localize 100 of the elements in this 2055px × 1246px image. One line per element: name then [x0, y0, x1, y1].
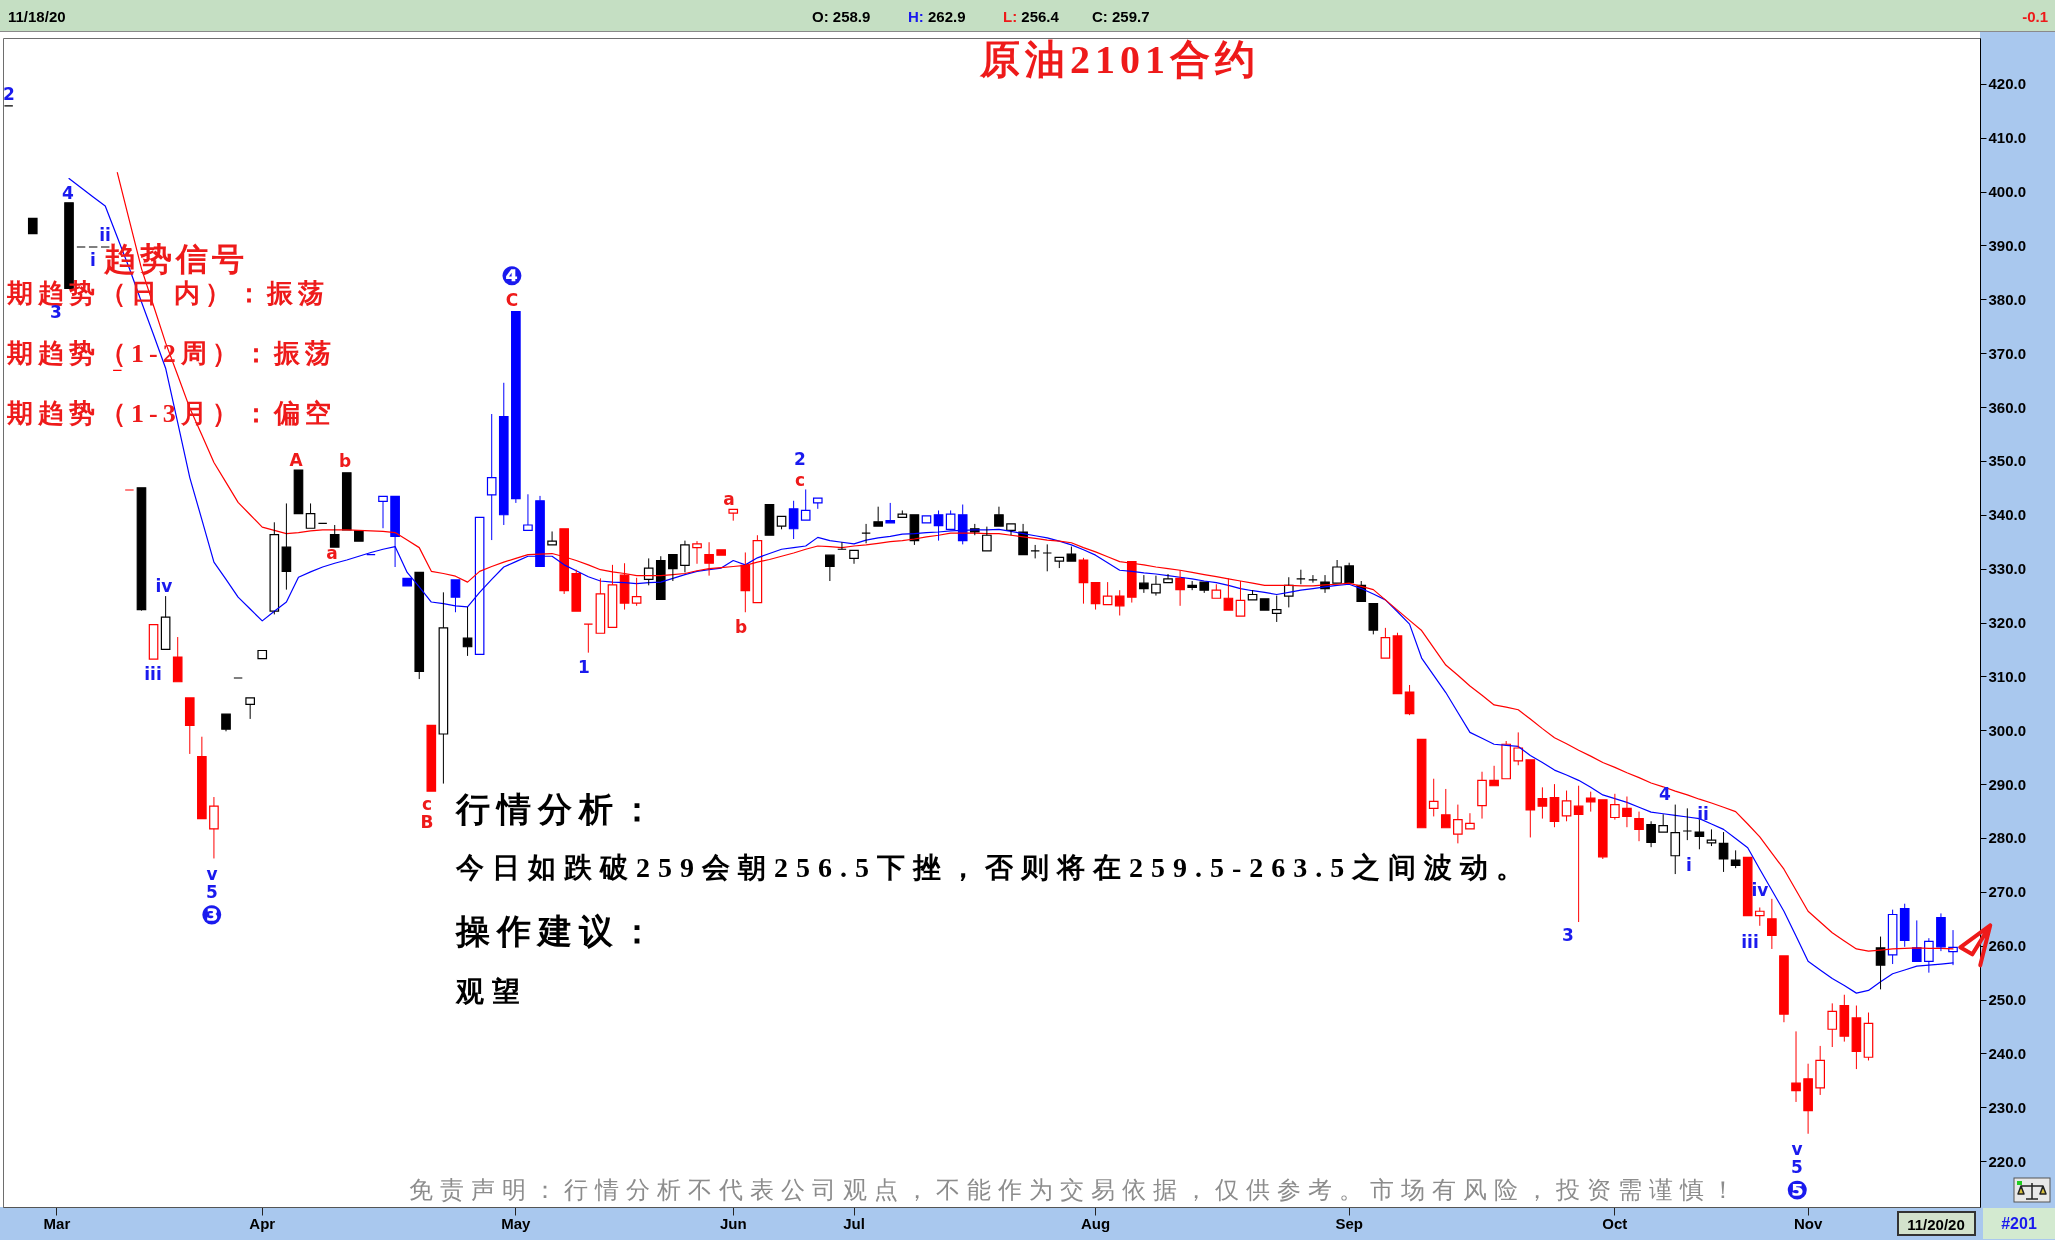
y-tick-label: 300.0 — [1988, 721, 2027, 739]
y-tick-label: 220.0 — [1988, 1152, 2027, 1170]
candlestick — [1332, 559, 1342, 584]
candlestick — [1223, 577, 1234, 611]
candlestick — [257, 649, 268, 660]
y-tick-label: 350.0 — [1988, 452, 2027, 470]
candlestick — [1694, 819, 1705, 850]
candlestick — [511, 311, 521, 504]
annotation: ii — [99, 224, 111, 245]
y-tick-label: 240.0 — [1988, 1044, 2027, 1062]
annotation: 操作建议： — [456, 913, 661, 950]
candlestick — [172, 636, 183, 683]
y-tick-label: 360.0 — [1988, 398, 2027, 416]
candlestick — [1006, 523, 1016, 536]
annotation: a — [326, 542, 338, 563]
candlestick — [1247, 589, 1258, 601]
annotation: ❸ — [200, 900, 224, 930]
candlestick — [1090, 582, 1101, 611]
candlestick — [1453, 804, 1463, 844]
candlestick — [1440, 788, 1451, 829]
annotation: v — [1791, 1138, 1803, 1159]
candlestick — [1767, 898, 1777, 950]
candlestick — [849, 549, 859, 565]
y-tick-label: 400.0 — [1988, 183, 2027, 201]
candlestick — [160, 595, 171, 651]
candlestick — [825, 554, 835, 582]
annotation: iv — [1751, 879, 1769, 900]
candlestick — [921, 515, 932, 524]
annotation: 2 — [794, 448, 806, 469]
x-tick-label: Mar — [43, 1214, 71, 1232]
x-tick-label: May — [501, 1214, 532, 1232]
candlestick — [1911, 919, 1922, 962]
candlestick — [498, 382, 509, 526]
candlestick — [1126, 561, 1137, 604]
candlestick — [1392, 632, 1403, 695]
y-tick-label: 410.0 — [1988, 129, 2027, 147]
candlestick — [1211, 583, 1222, 599]
candlestick — [148, 624, 159, 660]
candlestick — [547, 530, 557, 546]
candlestick — [885, 502, 896, 524]
x-tick-label: Aug — [1080, 1214, 1111, 1232]
candlestick — [390, 495, 400, 568]
x-tick-label: Oct — [1602, 1214, 1628, 1232]
annotation: 5 — [206, 881, 218, 902]
annotation: B — [420, 811, 434, 832]
candlestick — [1706, 828, 1717, 847]
candlestick — [378, 495, 388, 529]
annotation: 5 — [1791, 1156, 1803, 1177]
candlestick — [1102, 581, 1113, 606]
annotation: 观望 — [456, 976, 528, 1007]
annotation: 行情分析： — [456, 791, 661, 828]
annotation: iii — [144, 663, 162, 684]
candlestick — [1658, 813, 1668, 833]
y-tick-label: 260.0 — [1988, 937, 2027, 955]
candlestick — [1549, 783, 1560, 828]
candlestick — [402, 577, 412, 587]
x-tick-label: Jul — [843, 1214, 865, 1232]
y-tick-label: 390.0 — [1988, 236, 2027, 254]
y-tick-label: 290.0 — [1988, 775, 2027, 793]
candlestick — [1791, 1030, 1801, 1103]
candlestick — [1561, 790, 1572, 822]
candlestick — [740, 551, 751, 613]
candlestick — [1477, 771, 1487, 820]
candlestick — [1573, 785, 1584, 923]
y-tick-label: 420.0 — [1988, 75, 2027, 93]
candlestick — [136, 487, 147, 611]
candlestick — [704, 541, 714, 577]
text: 11/18/20 — [8, 7, 66, 25]
candlestick — [1863, 1012, 1874, 1061]
candlestick — [1163, 573, 1173, 584]
annotation: i — [1686, 854, 1692, 875]
candlestick — [1368, 603, 1379, 635]
y-tick-label: 370.0 — [1988, 344, 2027, 362]
candlestick — [354, 530, 364, 542]
annotation: b — [734, 616, 748, 637]
text: -0.1 — [2022, 7, 2048, 25]
y-tick-label: 230.0 — [1988, 1098, 2027, 1116]
candlestick — [1730, 849, 1741, 869]
annotation: ii — [1697, 803, 1709, 824]
annotation: 今日如跌破259会朝256.5下挫，否则将在259.5-263.5之间波动。 — [456, 852, 1533, 883]
y-tick-label: 270.0 — [1988, 883, 2027, 901]
candlestick — [776, 515, 787, 530]
annotation: 1 — [578, 656, 590, 677]
candlestick — [1175, 569, 1185, 607]
candlestick — [716, 549, 726, 556]
annotation: i — [90, 249, 96, 270]
annotation: iii — [1741, 931, 1759, 952]
candlestick — [607, 564, 618, 628]
candlestick — [1428, 778, 1439, 817]
candlestick — [1670, 804, 1681, 875]
candlestick — [474, 516, 485, 655]
candlestick — [269, 521, 280, 615]
candlestick — [1936, 912, 1946, 952]
y-tick-label: 340.0 — [1988, 506, 2027, 524]
y-tick-label: 280.0 — [1988, 829, 2027, 847]
candlestick — [764, 503, 775, 536]
candlestick — [535, 495, 545, 568]
candlestick — [1513, 731, 1524, 766]
candlestick — [438, 591, 449, 785]
candlestick — [559, 528, 569, 595]
